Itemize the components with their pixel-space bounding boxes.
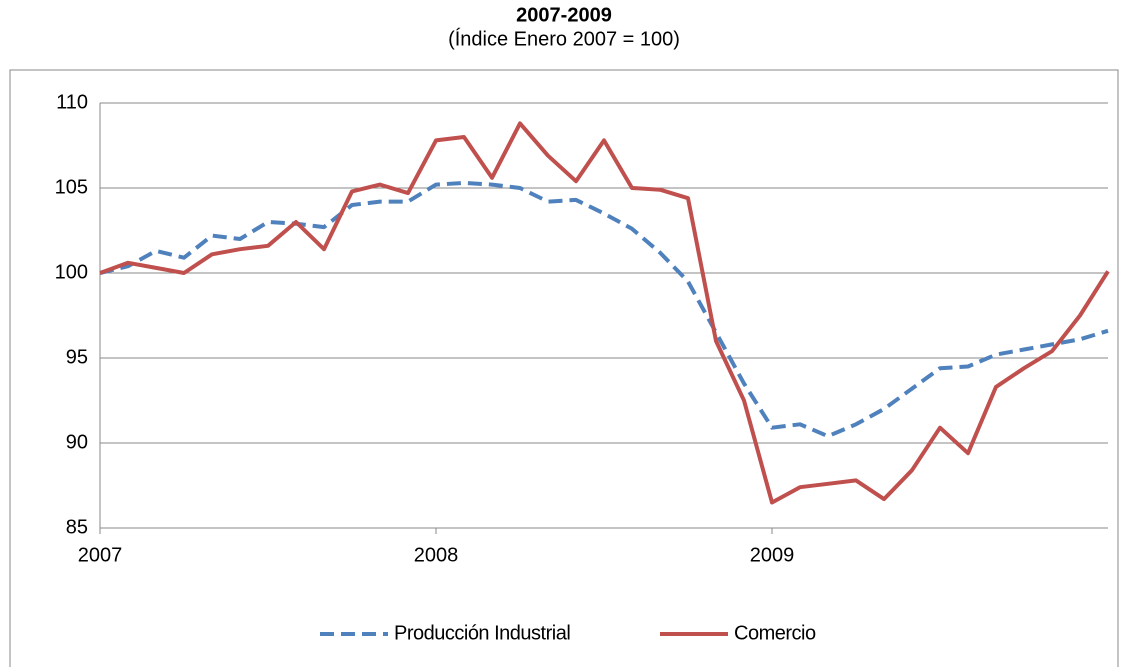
y-tick-label: 105 xyxy=(55,176,88,198)
x-tick-label: 2008 xyxy=(414,544,459,566)
legend-label: Producción Industrial xyxy=(394,622,570,644)
chart-title: 2007-2009 xyxy=(516,4,612,26)
series-line xyxy=(99,121,1110,505)
chart-subtitle: (Índice Enero 2007 = 100) xyxy=(448,27,680,50)
y-tick-label: 100 xyxy=(55,261,88,283)
y-tick-label: 90 xyxy=(66,431,88,453)
x-tick-label: 2007 xyxy=(78,544,123,566)
y-tick-label: 85 xyxy=(66,516,88,538)
series-line xyxy=(99,180,1109,439)
x-tick-label: 2009 xyxy=(750,544,795,566)
y-tick-label: 110 xyxy=(56,91,88,113)
legend-label: Comercio xyxy=(734,622,816,644)
y-tick-label: 95 xyxy=(66,346,88,368)
